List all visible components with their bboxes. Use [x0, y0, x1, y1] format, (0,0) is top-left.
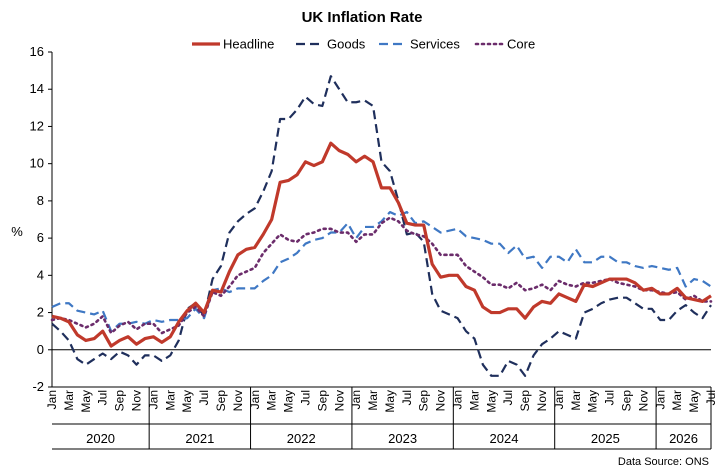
- chart-title: UK Inflation Rate: [302, 9, 423, 26]
- x-tick-label: Nov: [636, 390, 650, 411]
- x-axis-ticks: Jan Mar May Jul Sep Nov Jan Mar May Jul Sep Nov Jan M…: [45, 390, 718, 413]
- x-tick-label: Mar: [366, 390, 380, 411]
- series-lines: [50, 75, 713, 377]
- year-label: 2024: [490, 431, 519, 446]
- x-tick-label: Nov: [231, 390, 245, 411]
- x-tick-label: Jul: [400, 390, 414, 405]
- x-tick-label: Jul: [603, 390, 617, 405]
- x-tick-label: May: [79, 390, 93, 413]
- y-tick-label: 4: [37, 267, 44, 282]
- series-line-services: [51, 210, 712, 333]
- y-axis-ticks: -2 0 2 4 6 8 10 12 14 16: [30, 44, 52, 394]
- x-tick-label: Nov: [332, 390, 346, 411]
- x-tick-label: Jul: [96, 390, 110, 405]
- x-tick-label: Jan: [248, 390, 262, 409]
- year-label: 2020: [86, 431, 115, 446]
- y-tick-label: 10: [30, 156, 44, 171]
- x-tick-label: Jan: [45, 390, 59, 409]
- x-tick-label: Mar: [163, 390, 177, 411]
- x-tick-label: Sep: [417, 390, 431, 412]
- x-tick-label: Sep: [113, 390, 127, 412]
- series-line-core: [50, 216, 713, 335]
- y-tick-label: 2: [37, 305, 44, 320]
- legend-label-core: Core: [507, 37, 535, 52]
- year-label: 2021: [185, 431, 214, 446]
- x-tick-label: Jan: [653, 390, 667, 409]
- legend: Headline Goods Services Core: [192, 37, 535, 52]
- legend-label-services: Services: [410, 37, 460, 52]
- y-tick-label: 14: [30, 81, 44, 96]
- x-tick-label: Nov: [535, 390, 549, 411]
- x-tick-label: Jul: [501, 390, 515, 405]
- x-tick-label: Sep: [620, 390, 634, 412]
- x-tick-label: Jan: [349, 390, 363, 409]
- x-tick-label: Mar: [467, 390, 481, 411]
- x-tick-label: Mar: [62, 390, 76, 411]
- x-tick-label: Sep: [315, 390, 329, 412]
- series-line-headline: [51, 141, 712, 348]
- x-tick-label: May: [282, 390, 296, 413]
- y-tick-label: 8: [37, 193, 44, 208]
- y-tick-label: 16: [30, 44, 44, 59]
- x-tick-label: Sep: [214, 390, 228, 412]
- x-tick-label: Nov: [434, 390, 448, 411]
- legend-label-goods: Goods: [327, 37, 366, 52]
- y-tick-label: 6: [37, 230, 44, 245]
- x-tick-label: Nov: [129, 390, 143, 411]
- source-note: Data Source: ONS: [618, 456, 709, 468]
- x-tick-label: Mar: [265, 390, 279, 411]
- x-tick-label: Jan: [451, 390, 465, 409]
- x-tick-label: Jul: [197, 390, 211, 405]
- x-tick-label: Sep: [518, 390, 532, 412]
- year-label: 2022: [287, 431, 316, 446]
- x-tick-label: Mar: [569, 390, 583, 411]
- x-tick-label: Mar: [670, 390, 684, 411]
- x-axis-year-labels: 2020 2021 2022 2023 2024 2025 2026: [86, 387, 712, 449]
- y-tick-label: 12: [30, 118, 44, 133]
- year-label: 2026: [669, 431, 698, 446]
- year-label: 2023: [388, 431, 417, 446]
- x-tick-label: May: [180, 390, 194, 413]
- x-tick-label: May: [484, 390, 498, 413]
- y-tick-label: -2: [32, 379, 44, 394]
- axes: [51, 52, 711, 450]
- x-tick-label: May: [383, 390, 397, 413]
- x-tick-label: Jan: [146, 390, 160, 409]
- y-axis-label: %: [11, 224, 23, 239]
- x-tick-label: Jan: [552, 390, 566, 409]
- legend-label-headline: Headline: [223, 37, 274, 52]
- year-label: 2025: [591, 431, 620, 446]
- y-tick-label: 0: [37, 342, 44, 357]
- x-tick-label: May: [586, 390, 600, 413]
- x-tick-label: Jul: [298, 390, 312, 405]
- x-tick-label: May: [687, 390, 701, 413]
- series-line-goods: [51, 75, 712, 377]
